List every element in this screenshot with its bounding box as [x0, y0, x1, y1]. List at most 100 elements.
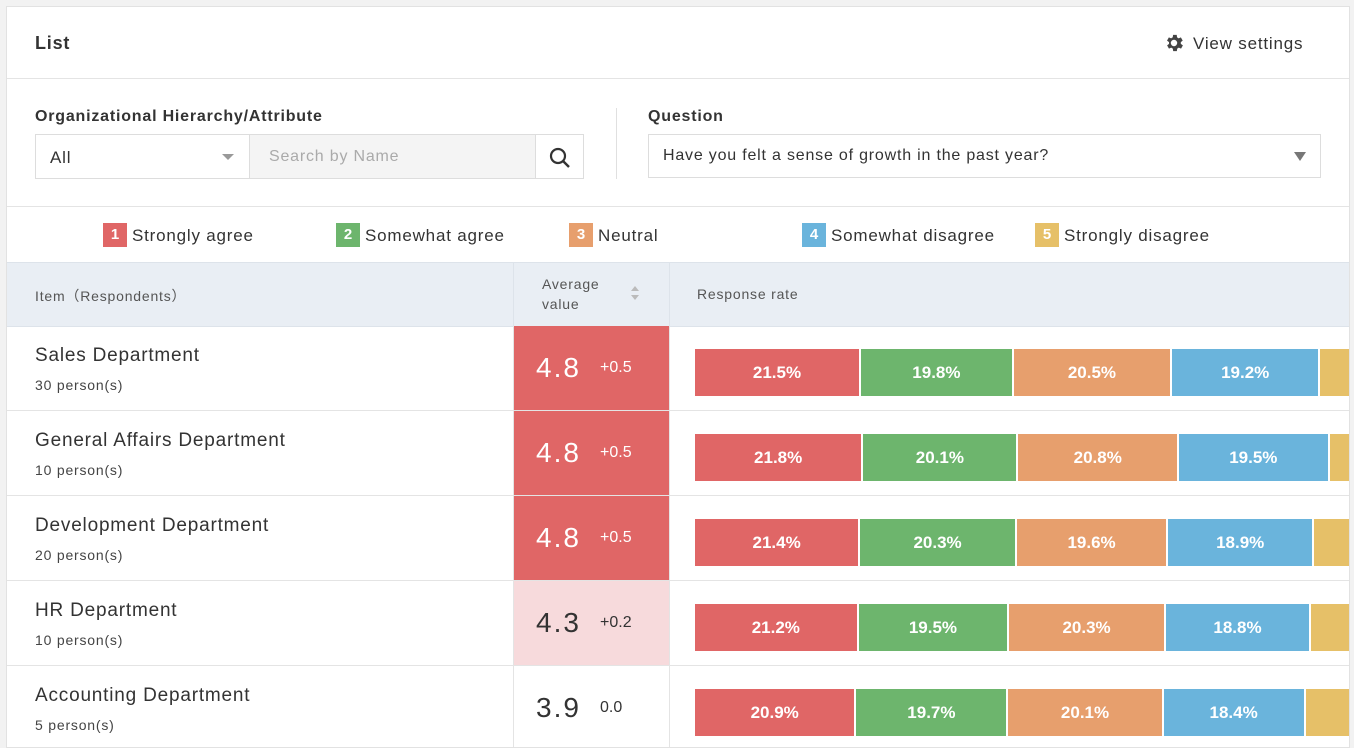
divider: [7, 78, 1349, 79]
bar-label: 20.1%: [915, 447, 964, 467]
view-settings[interactable]: View settings: [1193, 34, 1304, 53]
legend-label: Somewhat disagree: [831, 226, 995, 245]
hierarchy-value: All: [50, 148, 72, 167]
bar-label: 19.6%: [1067, 532, 1116, 552]
average-change: +0.5: [600, 359, 632, 376]
bar-label: 20.3%: [913, 532, 962, 552]
average-change: +0.5: [600, 529, 632, 546]
average-cell: 4.8 +0.5: [513, 326, 670, 410]
bar-segment: 20.3%: [860, 519, 1017, 566]
column-header: Average value: [542, 276, 600, 312]
legend-badge: 2: [336, 223, 360, 247]
average-change: +0.5: [600, 444, 632, 461]
bar-label: 21.8%: [754, 447, 803, 467]
bar-segment: 19.6%: [1016, 519, 1169, 566]
legend-badge: 1: [103, 223, 127, 247]
gear-icon[interactable]: [1163, 32, 1185, 54]
item-name: HR Department: [35, 600, 178, 621]
response-bar: 20.9% 19.7% 20.1% 18.4%: [695, 689, 1349, 736]
divider: [7, 206, 1349, 207]
response-bar: 21.8% 20.1% 20.8% 19.5%: [695, 434, 1349, 481]
average-value: 4.8: [536, 352, 581, 383]
separator: [616, 108, 617, 179]
bar-segment: 20.5%: [1013, 349, 1173, 396]
respondents: 5 person(s): [35, 717, 115, 733]
bar-segment: 18.9%: [1168, 519, 1315, 566]
item-name: General Affairs Department: [35, 430, 286, 451]
bar-label: 19.5%: [908, 617, 958, 637]
caret: [222, 154, 234, 160]
response-bar: 21.5% 19.8% 20.5% 19.2%: [695, 349, 1349, 396]
legend-badge: 3: [569, 223, 593, 247]
response-bar: 21.4% 20.3% 19.6% 18.9%: [695, 519, 1349, 566]
question-label: Question: [648, 108, 724, 125]
respondents: 10 person(s): [35, 632, 124, 648]
bar-segment: 20.1%: [863, 434, 1019, 481]
hierarchy-select[interactable]: All: [35, 134, 250, 179]
bar-segment: 20.8%: [1018, 434, 1180, 481]
bar-label: 19.5%: [1229, 447, 1278, 467]
bar-segment: 21.4%: [695, 519, 861, 566]
bar-label: 19.2%: [1221, 362, 1270, 382]
bar-label: 21.5%: [752, 362, 802, 382]
average-cell: 3.9 0.0: [513, 666, 670, 747]
bar-segment: 21.2%: [695, 604, 859, 651]
table-row: Sales Department 30 person(s) 4.8 +0.5 21.5%…: [7, 326, 1349, 411]
table-row: HR Department 10 person(s) 4.3 +0.2 21.2% 19.…: [7, 581, 1349, 666]
respondents: 20 person(s): [35, 547, 124, 563]
search-input[interactable]: Search by Name: [249, 134, 536, 179]
bar-segment: 18.4%: [1163, 689, 1306, 736]
response-bar: 21.2% 19.5% 20.3% 18.8%: [695, 604, 1349, 651]
legend-label: Strongly disagree: [1064, 226, 1210, 245]
bar-segment: 19.7%: [856, 689, 1009, 736]
table-row: Development Department 20 person(s) 4.8 +0.…: [7, 496, 1349, 581]
bar-label: 19.8%: [912, 362, 961, 382]
legend-badge: 4: [802, 223, 826, 247]
legend-label: Somewhat agree: [365, 226, 505, 245]
table-row: General Affairs Department 10 person(s) 4.…: [7, 411, 1349, 496]
question-value: Have you felt a sense of growth in the p…: [663, 147, 1050, 164]
bar-label: 21.4%: [752, 532, 801, 552]
search-placeholder: Search by Name: [269, 148, 400, 165]
average-value: 3.9: [536, 692, 581, 723]
bar-segment: 18.8%: [1165, 604, 1312, 651]
average-cell: 4.8 +0.5: [513, 411, 670, 495]
item-name: Development Department: [35, 515, 270, 536]
bar-label: 20.1%: [1060, 702, 1110, 722]
question-select[interactable]: Have you felt a sense of growth in the p…: [648, 134, 1321, 178]
bar-segment: 20.3%: [1009, 604, 1166, 651]
bar-segment: 19.2%: [1172, 349, 1321, 396]
average-value: 4.8: [536, 437, 581, 468]
column-header: Response rate: [697, 286, 799, 302]
average-change: 0.0: [600, 699, 623, 716]
bar-label: 19.7%: [907, 702, 956, 722]
bar-label: 20.9%: [750, 702, 799, 722]
bar-label: 20.5%: [1067, 362, 1117, 382]
bar-label: 18.8%: [1213, 617, 1262, 637]
bar-label: 20.3%: [1062, 617, 1111, 637]
avg-header-cell[interactable]: Average value: [513, 263, 670, 326]
title: List: [35, 33, 71, 53]
respondents: 30 person(s): [35, 377, 124, 393]
list-card: List View settings Organizational Hierar…: [6, 6, 1350, 748]
sort-icon: [631, 286, 639, 300]
bar-segment: 21.8%: [695, 434, 864, 481]
search-button[interactable]: [535, 134, 584, 179]
table-header: Item（Respondents） Average value Response…: [7, 262, 1349, 327]
legend-label: Neutral: [598, 226, 659, 245]
bar-label: 21.2%: [751, 617, 800, 637]
item-name: Sales Department: [35, 345, 200, 366]
average-value: 4.3: [536, 607, 581, 638]
hierarchy-label: Organizational Hierarchy/Attribute: [35, 108, 323, 125]
average-cell: 4.8 +0.5: [513, 496, 670, 580]
bar-label: 20.8%: [1073, 447, 1122, 467]
bar-segment: 21.5%: [695, 349, 861, 396]
bar-segment: 20.9%: [695, 689, 857, 736]
bar-segment: 20.1%: [1008, 689, 1164, 736]
bar-segment: 19.8%: [860, 349, 1014, 396]
legend-badge: 5: [1035, 223, 1059, 247]
item-name: Accounting Department: [35, 685, 251, 706]
bar-label: 18.9%: [1216, 532, 1265, 552]
average-value: 4.8: [536, 522, 581, 553]
